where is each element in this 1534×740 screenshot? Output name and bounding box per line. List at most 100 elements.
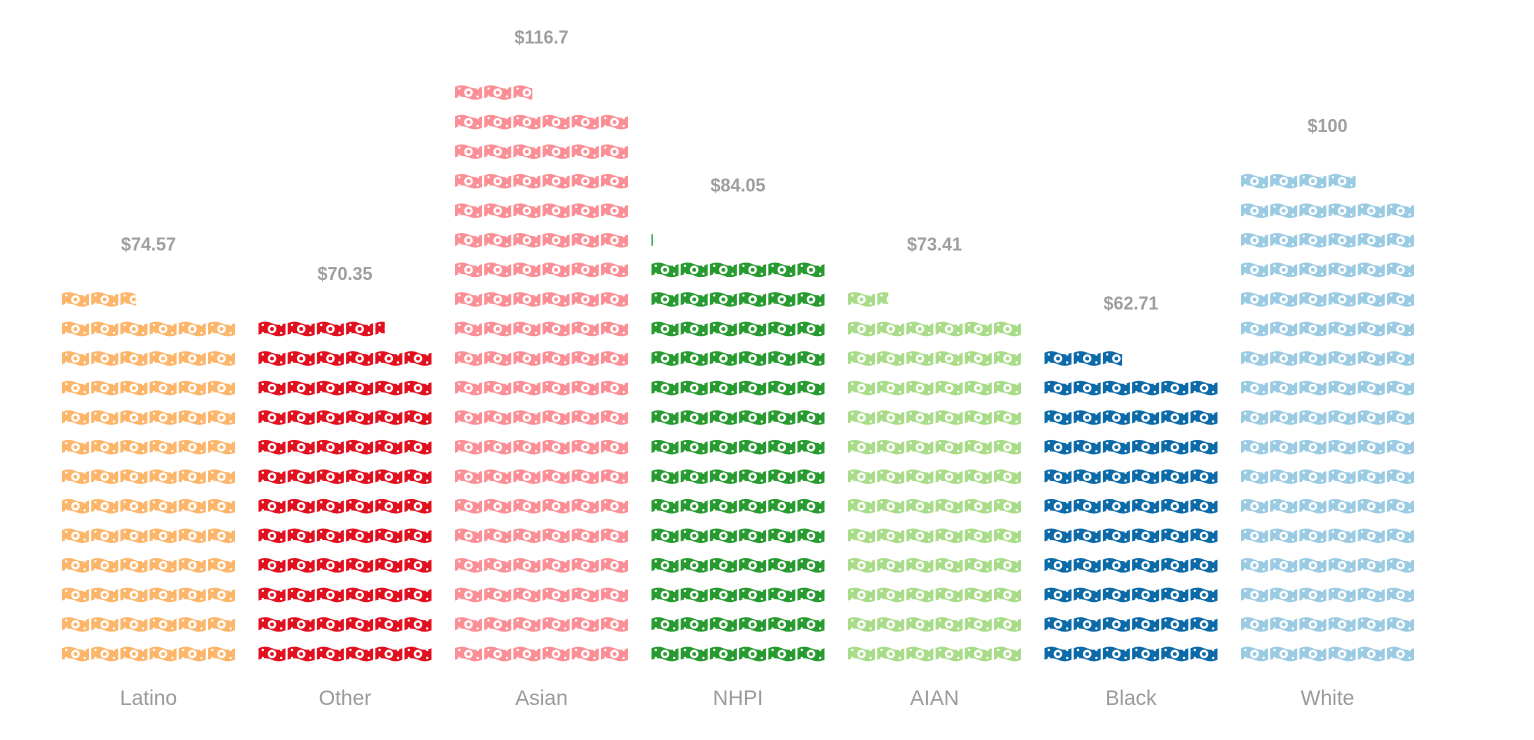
dollar-bill-icon	[1241, 321, 1268, 337]
dollar-bill-icon	[680, 646, 708, 662]
dollar-bill-icon	[484, 380, 512, 396]
dollar-bill-icon	[651, 646, 679, 662]
dollar-bill-icon	[375, 498, 403, 514]
dollar-bill-icon	[1328, 439, 1356, 455]
dollar-bill-icon	[935, 528, 963, 544]
dollar-bill-icon	[571, 498, 599, 514]
dollar-bill-icon	[1241, 232, 1268, 248]
dollar-bill-icon	[906, 380, 934, 396]
dollar-bill-icon	[601, 203, 628, 219]
dollar-bill-icon	[316, 439, 344, 455]
dollar-bill-icon	[1132, 410, 1160, 425]
dollar-bill-icon	[739, 646, 767, 662]
dollar-bill-icon	[1299, 410, 1327, 425]
dollar-bill-icon	[1102, 439, 1130, 455]
dollar-bill-icon	[1270, 232, 1298, 248]
dollar-bill-icon	[1241, 528, 1268, 544]
dollar-bill-icon	[848, 498, 875, 514]
dollar-bill-icon	[739, 439, 767, 455]
dollar-bill-icon	[178, 439, 206, 455]
dollar-bill-icon	[601, 410, 628, 425]
dollar-bill-icon	[484, 558, 512, 573]
dollar-bill-icon	[768, 292, 796, 307]
dollar-bill-icon	[455, 351, 482, 366]
dollar-bill-icon	[797, 587, 825, 603]
dollar-bill-icon	[848, 292, 875, 307]
dollar-bill-icon	[120, 321, 148, 337]
dollar-bill-icon	[935, 498, 963, 514]
dollar-bill-icon	[797, 617, 825, 632]
dollar-bill-icon	[208, 410, 235, 425]
dollar-bill-icon	[1299, 646, 1327, 662]
dollar-bill-icon	[709, 380, 737, 396]
dollar-bill-icon	[1328, 292, 1356, 307]
dollar-bill-icon	[1132, 439, 1160, 455]
dollar-bill-icon	[709, 498, 737, 514]
dollar-bill-icon	[1132, 380, 1160, 396]
dollar-bill-icon	[906, 528, 934, 544]
dollar-bill-icon	[994, 410, 1021, 425]
dollar-bill-icon	[1270, 410, 1298, 425]
dollar-bill-icon	[1102, 498, 1130, 514]
dollar-bill-icon	[964, 351, 992, 366]
dollar-bill-icon	[513, 173, 541, 189]
dollar-bill-icon	[906, 558, 934, 573]
dollar-bill-icon	[455, 232, 482, 248]
dollar-bill-icon	[1328, 262, 1356, 278]
dollar-bill-icon	[571, 173, 599, 189]
dollar-bill-icon	[258, 469, 286, 485]
dollar-bill-icon	[1044, 587, 1072, 603]
dollar-bill-icon	[1357, 351, 1385, 366]
dollar-bill-icon	[455, 173, 482, 189]
dollar-bill-icon	[848, 410, 875, 425]
dollar-bill-icon	[120, 351, 148, 366]
dollar-bill-icon	[1387, 410, 1414, 425]
value-label: $73.41	[907, 234, 962, 254]
dollar-bill-icon	[1241, 558, 1268, 573]
dollar-bill-icon	[768, 262, 796, 278]
dollar-bill-icon	[484, 410, 512, 425]
value-label: $116.7	[514, 28, 568, 48]
dollar-bill-icon	[601, 173, 628, 189]
dollar-bill-icon	[709, 617, 737, 632]
dollar-bill-icon	[513, 498, 541, 514]
dollar-bill-icon	[1357, 262, 1385, 278]
dollar-bill-icon	[316, 410, 344, 425]
dollar-bill-icon	[346, 646, 374, 662]
dollar-bill-icon	[62, 469, 89, 485]
dollar-bill-icon	[178, 558, 206, 573]
dollar-bill-icon	[935, 410, 963, 425]
dollar-bill-icon	[739, 292, 767, 307]
dollar-bill-icon	[1190, 380, 1218, 396]
dollar-bill-icon	[178, 528, 206, 544]
dollar-bill-icon	[768, 558, 796, 573]
dollar-bill-icon	[1387, 646, 1414, 662]
dollar-bill-icon	[455, 469, 482, 485]
dollar-bill-icon	[375, 617, 403, 632]
dollar-bill-icon	[1270, 203, 1298, 219]
dollar-bill-icon	[513, 587, 541, 603]
dollar-bill-icon	[1102, 380, 1130, 396]
dollar-bill-icon	[1328, 203, 1356, 219]
dollar-bill-icon	[1161, 646, 1189, 662]
dollar-bill-icon	[1161, 439, 1189, 455]
dollar-bill-icon	[994, 380, 1021, 396]
dollar-bill-icon	[208, 587, 235, 603]
bar-group-asian	[455, 85, 628, 662]
dollar-bill-icon	[877, 410, 905, 425]
dollar-bill-icon	[848, 351, 875, 366]
dollar-bill-icon	[208, 558, 235, 573]
dollar-bill-icon	[258, 528, 286, 544]
dollar-bill-icon	[935, 321, 963, 337]
dollar-bill-icon	[739, 558, 767, 573]
dollar-bill-icon	[316, 469, 344, 485]
dollar-bill-icon	[1299, 351, 1327, 366]
dollar-bill-icon	[768, 439, 796, 455]
dollar-bill-icon	[1299, 232, 1327, 248]
dollar-bill-icon	[149, 351, 177, 366]
dollar-bill-icon	[651, 558, 679, 573]
dollar-bill-icon	[91, 558, 119, 573]
dollar-bill-icon	[571, 439, 599, 455]
dollar-bill-icon	[994, 558, 1021, 573]
dollar-bill-icon	[208, 528, 235, 544]
